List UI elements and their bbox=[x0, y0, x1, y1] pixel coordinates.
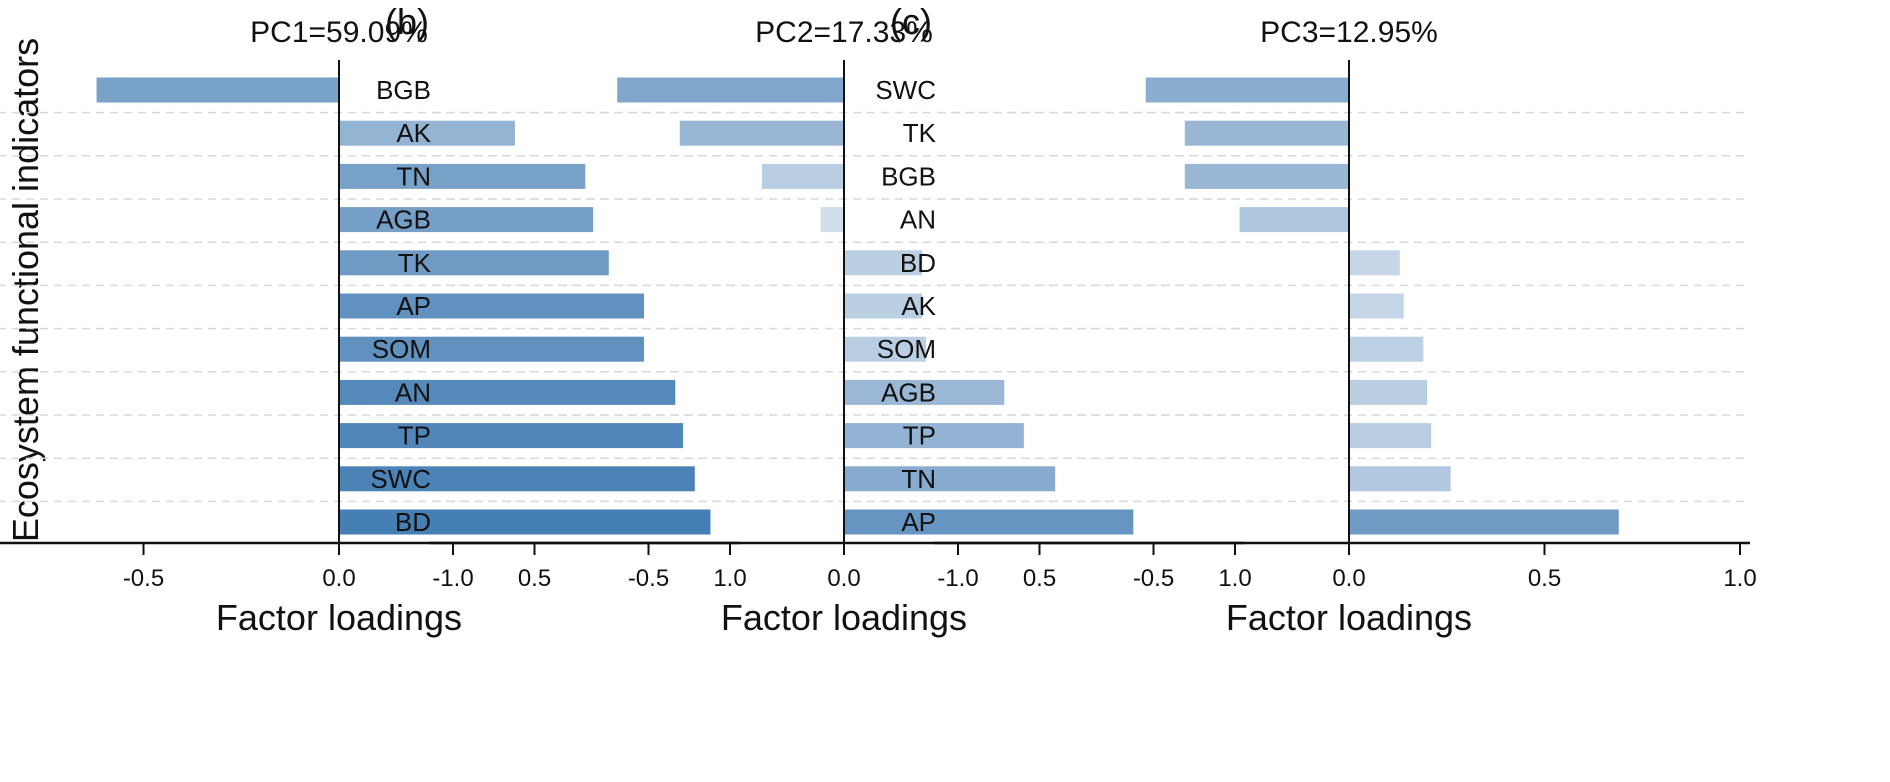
bar-an bbox=[1239, 207, 1349, 233]
bar-an bbox=[339, 336, 644, 362]
bar-bgb bbox=[1184, 163, 1349, 189]
x-tick-label: -0.5 bbox=[628, 565, 669, 592]
category-label: AK bbox=[901, 291, 936, 321]
bar-som bbox=[339, 466, 695, 492]
x-tick-label: -0.5 bbox=[1133, 565, 1174, 592]
category-label: SWC bbox=[875, 75, 936, 105]
category-label: AN bbox=[900, 205, 936, 235]
bar-tk bbox=[844, 250, 923, 276]
bar-swc bbox=[844, 466, 1056, 492]
bar-bd bbox=[844, 509, 1134, 535]
category-label: TP bbox=[903, 421, 936, 451]
x-tick-label: 0.0 bbox=[1332, 565, 1365, 592]
category-label: AGB bbox=[376, 205, 431, 235]
bar-tn bbox=[761, 163, 844, 189]
x-tick-label: 1.0 bbox=[713, 565, 746, 592]
x-axis-label: Factor loadings bbox=[1226, 597, 1472, 638]
panel-label: (c) bbox=[890, 1, 932, 42]
category-label: TN bbox=[901, 464, 936, 494]
x-tick-label: -0.5 bbox=[123, 565, 164, 592]
bar-som bbox=[844, 336, 927, 362]
category-label: SOM bbox=[877, 334, 936, 364]
y-axis-label: Ecosystem functional indicators bbox=[5, 38, 46, 542]
bar-swc bbox=[1145, 77, 1349, 103]
category-label: TP bbox=[398, 421, 431, 451]
bar-ak bbox=[679, 120, 844, 146]
bar-tp bbox=[844, 423, 1024, 449]
category-label: AN bbox=[395, 377, 431, 407]
category-label: AGB bbox=[881, 377, 936, 407]
bar-tp bbox=[1349, 423, 1432, 449]
bar-ap bbox=[339, 120, 515, 146]
bar-ap bbox=[844, 293, 923, 319]
bar-tn bbox=[339, 423, 684, 449]
category-label: TK bbox=[398, 248, 432, 278]
panel-2: BGB AK TN AGB TK AP SOM AN TP SWC BD -1.0 -0.5 0.0 0.5… bbox=[370, 1, 1251, 638]
category-label: AP bbox=[396, 291, 431, 321]
bar-ap bbox=[1349, 509, 1619, 535]
category-label: SWC bbox=[370, 464, 431, 494]
category-label: BD bbox=[900, 248, 936, 278]
x-tick-label: -1.0 bbox=[432, 565, 473, 592]
panel-label: (b) bbox=[385, 1, 429, 42]
bar-tn bbox=[1349, 466, 1451, 492]
x-tick-label: 0.5 bbox=[1528, 565, 1561, 592]
x-tick-label: 1.0 bbox=[1218, 565, 1251, 592]
bar-bgb bbox=[617, 77, 844, 103]
bar-tk bbox=[1184, 120, 1349, 146]
x-tick-label: 0.5 bbox=[1023, 565, 1056, 592]
x-tick-label: 1.0 bbox=[1723, 565, 1756, 592]
bar-ak bbox=[1349, 293, 1404, 319]
bar-bd bbox=[1349, 250, 1400, 276]
bar-bd bbox=[96, 77, 339, 103]
x-tick-label: 0.0 bbox=[827, 565, 860, 592]
bar-bgb bbox=[339, 207, 594, 233]
category-label: AP bbox=[901, 507, 936, 537]
chart-title: PC2=17.33% bbox=[755, 16, 933, 49]
category-label: TN bbox=[396, 161, 431, 191]
bar-tk bbox=[339, 250, 609, 276]
bar-som bbox=[1349, 336, 1424, 362]
category-label: BGB bbox=[881, 161, 936, 191]
bar-agb bbox=[820, 207, 844, 233]
bar-ak bbox=[339, 379, 676, 405]
x-axis-label: Factor loadings bbox=[721, 597, 967, 638]
category-label: BD bbox=[395, 507, 431, 537]
category-label: AK bbox=[396, 118, 431, 148]
x-tick-label: -1.0 bbox=[937, 565, 978, 592]
chart-title: PC3=12.95% bbox=[1260, 16, 1438, 49]
bar-an bbox=[844, 379, 1005, 405]
panel-1: BD AP SWC BGB TK TP AN AK TN SOM AGB -1.0 -0.5 0.0 0.5… bbox=[0, 16, 747, 638]
bar-agb bbox=[1349, 379, 1428, 405]
x-tick-label: 0.0 bbox=[322, 565, 355, 592]
bar-swc bbox=[339, 163, 586, 189]
category-label: TK bbox=[903, 118, 937, 148]
category-label: SOM bbox=[372, 334, 431, 364]
x-tick-label: 0.5 bbox=[518, 565, 551, 592]
panel-3: SWC TK BGB AN BD AK SOM AGB TP TN AP -1.0 -0.5 0.0 0.5… bbox=[875, 1, 1756, 638]
bar-agb bbox=[339, 509, 711, 535]
x-axis-label: Factor loadings bbox=[216, 597, 462, 638]
bar-tp bbox=[339, 293, 644, 319]
category-label: BGB bbox=[376, 75, 431, 105]
chart-title: PC1=59.09% bbox=[250, 16, 428, 49]
